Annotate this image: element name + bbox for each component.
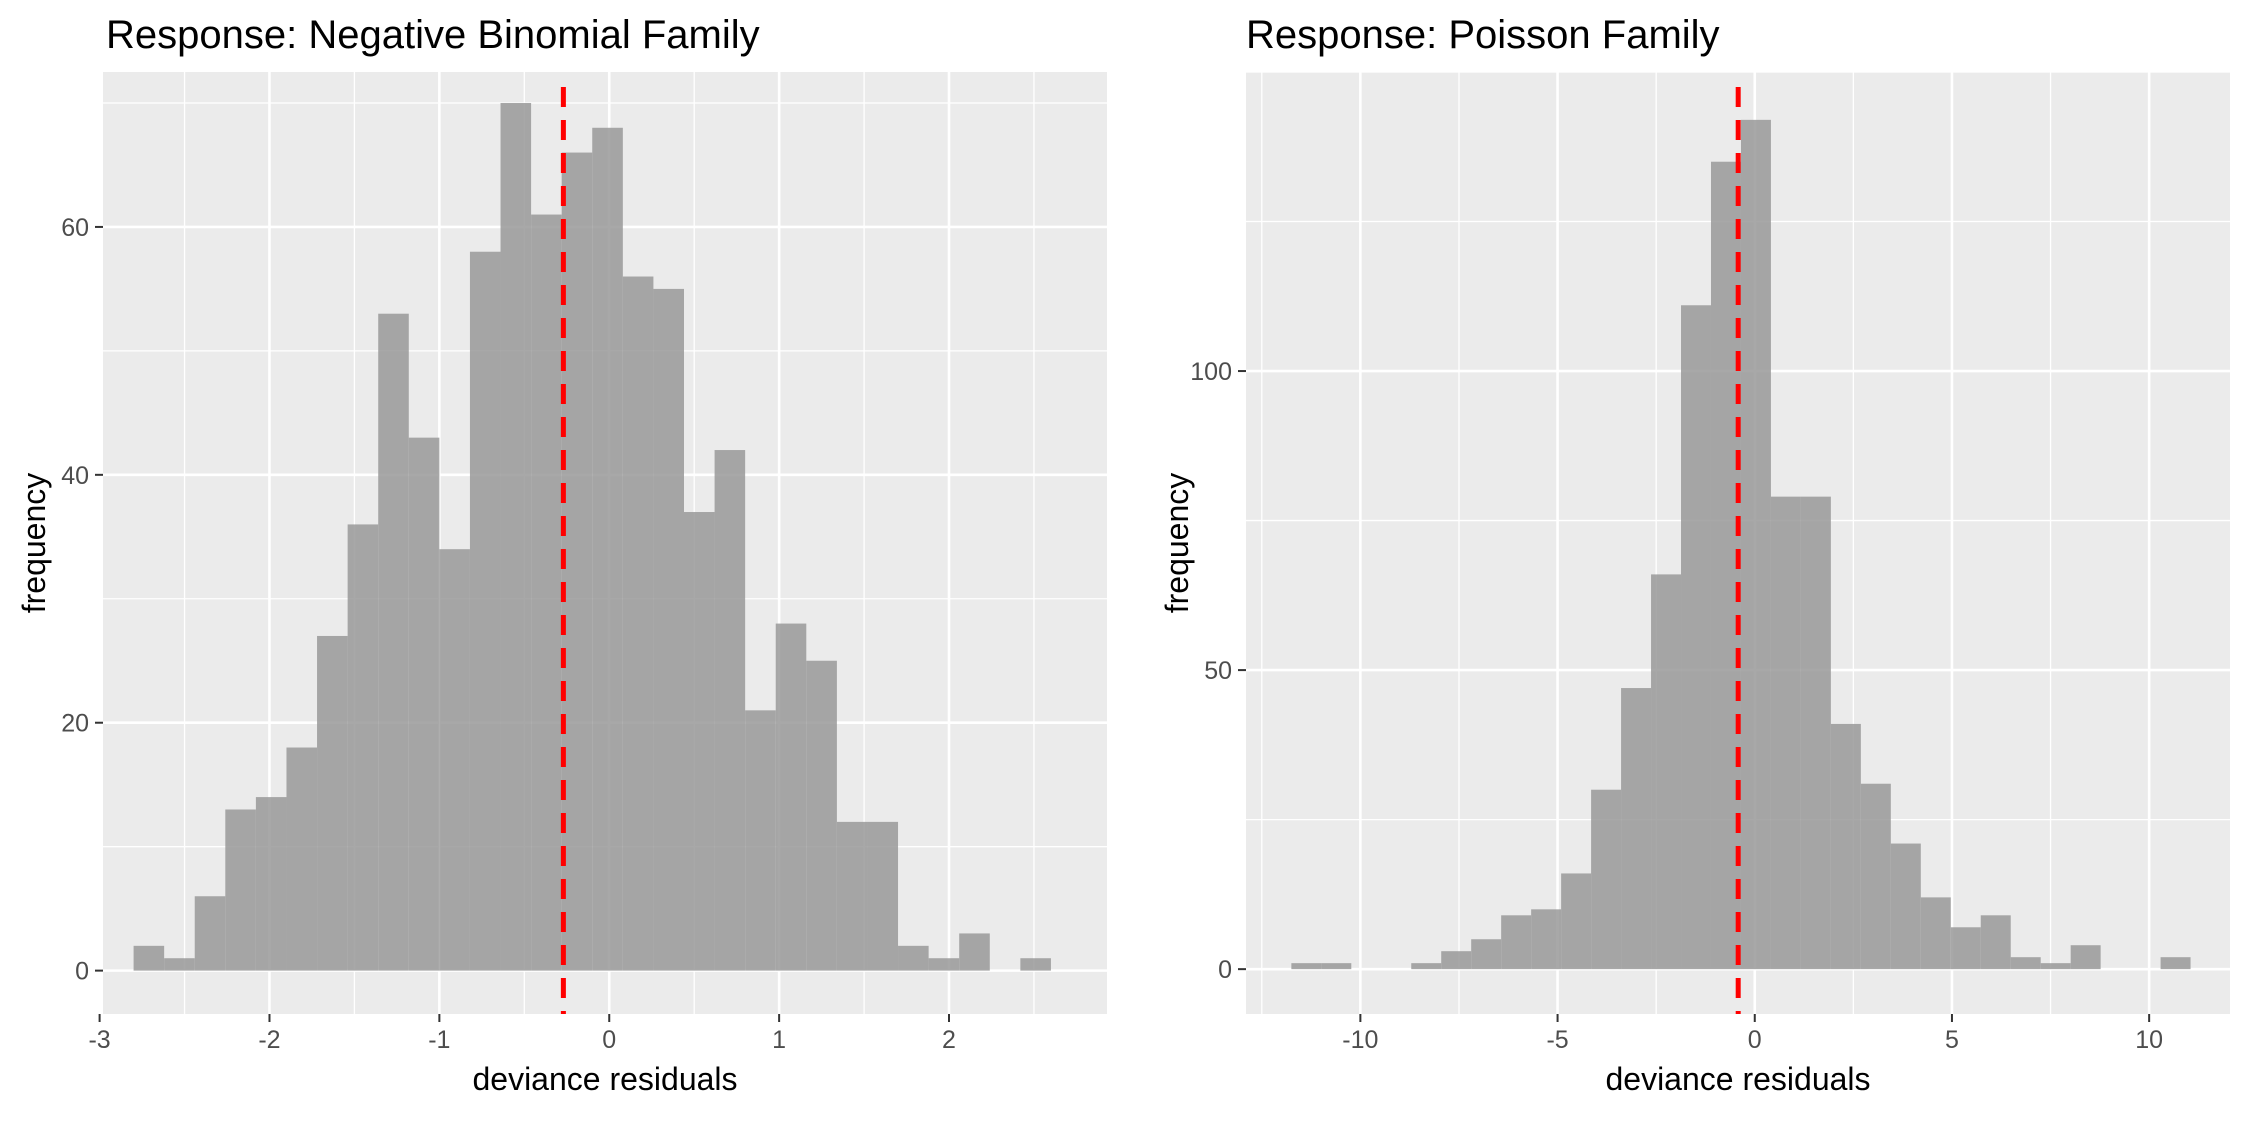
histogram-bar (469, 251, 501, 971)
histogram-bar (1860, 783, 1891, 970)
histogram-bar (2040, 963, 2071, 970)
histogram-bar (714, 450, 746, 971)
histogram-bar (255, 797, 287, 971)
y-tick-label: 100 (1190, 358, 1232, 386)
y-tick-label: 0 (75, 958, 89, 986)
y-axis-label: frequency (1159, 473, 1195, 614)
histogram-bar (1800, 496, 1831, 970)
histogram-bar (1411, 963, 1442, 970)
x-tick-label: 0 (602, 1026, 616, 1054)
x-axis-label: deviance residuals (472, 1061, 737, 1097)
histogram-bar (1621, 688, 1652, 970)
histogram-bar (561, 152, 593, 971)
histogram-bar (2160, 957, 2191, 970)
histogram-bar (592, 127, 623, 971)
histogram-bar (622, 276, 654, 971)
histogram-bar (959, 933, 990, 971)
x-tick-label: 10 (2135, 1026, 2163, 1054)
histogram-bar (745, 710, 776, 971)
x-tick-label: 1 (772, 1026, 786, 1054)
x-axis-label: deviance residuals (1605, 1061, 1870, 1097)
histogram-bar (1890, 843, 1921, 970)
histogram-bar (806, 660, 837, 971)
histogram-bar (531, 214, 562, 971)
y-axis-label: frequency (16, 473, 52, 614)
x-axis-ticks: -10 -5 0 5 10 (1342, 1014, 2163, 1054)
histogram-bar (1920, 897, 1951, 970)
histogram-bar (317, 635, 348, 971)
histogram-bar (347, 524, 379, 971)
histogram-bar (194, 896, 226, 971)
y-axis-ticks: 0 20 40 60 (61, 214, 103, 986)
x-axis-ticks: -3 -2 -1 0 1 2 (88, 1014, 956, 1054)
histogram-bars (133, 102, 1051, 971)
histogram-bar (1471, 939, 1502, 970)
histogram-bar (653, 288, 684, 971)
x-tick-label: -5 (1546, 1026, 1568, 1054)
histogram-bar (1441, 951, 1472, 970)
histogram-bar (225, 809, 256, 971)
histogram-bar (1770, 496, 1801, 970)
histogram-bar (2010, 957, 2041, 970)
histogram-bar (1501, 915, 1532, 970)
histogram-bar (1291, 963, 1322, 970)
x-tick-label: 0 (1748, 1026, 1762, 1054)
histogram-bar (867, 821, 899, 971)
histogram-bar (928, 958, 960, 971)
histogram-bar (836, 821, 868, 971)
y-tick-label: 60 (61, 214, 89, 242)
x-tick-label: 2 (942, 1026, 956, 1054)
x-tick-label: -10 (1342, 1026, 1378, 1054)
y-tick-label: 40 (61, 462, 89, 490)
histogram-bar (286, 747, 318, 971)
histogram-bar (2070, 945, 2101, 970)
histogram-bar (378, 313, 409, 971)
y-tick-label: 0 (1218, 956, 1232, 984)
histogram-bar (1591, 789, 1622, 970)
x-tick-label: -1 (428, 1026, 450, 1054)
histogram-bar (408, 437, 440, 971)
histogram-bar (500, 102, 532, 971)
panel-poisson: Response: Poisson Family -10 -5 0 5 10 0 50 10… (1159, 13, 2230, 1097)
histogram-bar (164, 958, 195, 971)
panel-negative-binomial: Response: Negative Binomial Family -3 -2-… (16, 13, 1107, 1097)
chart-title: Response: Negative Binomial Family (106, 13, 760, 57)
y-tick-label: 20 (61, 710, 89, 738)
histogram-bars (1291, 119, 2191, 970)
y-tick-label: 50 (1204, 657, 1232, 685)
histogram-bar (1740, 119, 1771, 970)
histogram-bar (898, 945, 929, 971)
histogram-bar (1321, 963, 1352, 970)
histogram-bar (1020, 958, 1051, 971)
histogram-bar (1531, 909, 1562, 970)
histogram-bar (683, 512, 715, 971)
histogram-bar (775, 623, 807, 971)
x-tick-label: -2 (258, 1026, 280, 1054)
histogram-bar (439, 549, 470, 971)
histogram-bar (1561, 873, 1592, 970)
chart-title: Response: Poisson Family (1246, 13, 1720, 57)
histogram-bar (1681, 305, 1711, 970)
x-tick-label: -3 (88, 1026, 110, 1054)
histogram-bar (1651, 574, 1682, 970)
y-axis-ticks: 0 50 100 (1190, 358, 1246, 984)
histogram-bar (133, 945, 165, 971)
histogram-bar (1950, 927, 1981, 970)
x-tick-label: 5 (1945, 1026, 1959, 1054)
histogram-bar (1980, 915, 2011, 970)
histogram-bar (1830, 723, 1861, 970)
